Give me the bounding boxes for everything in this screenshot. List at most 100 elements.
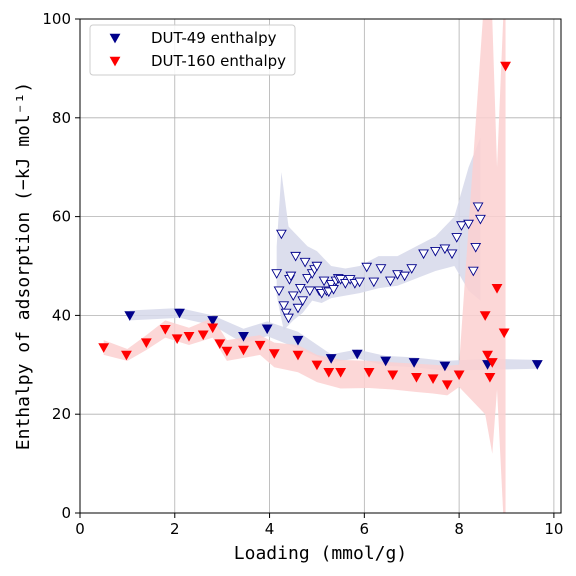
data-point	[238, 331, 249, 342]
data-point	[124, 311, 136, 321]
data-point	[363, 368, 375, 378]
data-point	[311, 360, 323, 371]
data-point	[531, 360, 543, 370]
x-tick-label: 4	[265, 520, 275, 538]
data-point	[427, 374, 439, 385]
data-point	[500, 61, 511, 72]
legend-marker	[109, 56, 121, 67]
data-point	[221, 346, 233, 357]
y-tick-label: 100	[42, 10, 71, 28]
data-point	[292, 303, 304, 314]
data-point	[285, 271, 297, 282]
data-point	[368, 277, 380, 288]
confidence-band	[103, 19, 506, 513]
y-tick-label: 0	[61, 504, 71, 522]
data-point	[207, 316, 219, 326]
data-point	[174, 308, 185, 319]
data-point	[335, 368, 347, 378]
data-point	[183, 331, 195, 342]
y-tick-label: 80	[52, 109, 71, 127]
data-point	[484, 372, 496, 383]
data-point	[140, 338, 152, 348]
data-point	[380, 356, 392, 367]
data-point	[486, 358, 498, 368]
data-point	[297, 296, 309, 306]
confidence-band	[129, 307, 538, 371]
data-point	[441, 380, 453, 390]
legend-label: DUT-160 enthalpy	[151, 52, 286, 70]
y-tick-label: 60	[52, 208, 71, 226]
data-point	[268, 349, 280, 359]
data-point	[287, 291, 299, 302]
data-point	[479, 311, 491, 321]
data-point	[439, 244, 451, 255]
x-tick-label: 8	[454, 520, 464, 538]
data-point	[261, 324, 273, 335]
data-point	[470, 243, 482, 253]
data-point	[491, 284, 503, 294]
data-point	[339, 279, 351, 289]
data-point	[275, 229, 287, 240]
x-tick-label: 2	[170, 520, 180, 538]
data-point	[429, 246, 441, 257]
data-point	[302, 274, 313, 284]
x-tick-label: 6	[360, 520, 370, 538]
y-tick-label: 20	[52, 405, 71, 423]
data-point	[197, 330, 209, 341]
data-point	[498, 328, 510, 339]
data-point	[475, 214, 486, 225]
y-axis-label: Enthalpy of adsorption (−kJ mol⁻¹)	[13, 82, 34, 450]
data-point	[159, 325, 171, 335]
data-point	[121, 350, 132, 361]
data-point	[278, 301, 290, 311]
confidence-band	[276, 137, 481, 331]
y-tick-label: 40	[52, 306, 71, 324]
data-point	[467, 266, 479, 277]
legend-marker	[109, 33, 121, 44]
data-point	[439, 361, 451, 372]
data-point	[351, 349, 363, 360]
data-point	[214, 339, 226, 349]
confidence-bands	[103, 19, 538, 513]
data-point	[325, 354, 337, 364]
data-point	[453, 370, 465, 381]
data-point	[292, 335, 304, 346]
data-point	[304, 286, 316, 297]
data-point	[98, 343, 110, 353]
data-markers	[98, 61, 543, 390]
data-point	[482, 350, 493, 361]
data-point	[323, 368, 335, 378]
data-point	[271, 269, 283, 279]
data-point	[325, 280, 337, 290]
data-point	[375, 264, 387, 274]
data-point	[171, 334, 183, 345]
x-tick-label: 10	[544, 520, 563, 538]
data-point	[451, 233, 463, 243]
data-point	[408, 358, 420, 368]
data-point	[292, 350, 304, 361]
data-point	[463, 219, 475, 230]
data-point	[283, 313, 294, 324]
data-point	[472, 202, 484, 213]
legend: DUT-49 enthalpy DUT-160 enthalpy	[89, 24, 296, 76]
legend-box	[89, 24, 296, 76]
data-point	[354, 277, 366, 288]
plot-frame	[79, 18, 562, 514]
data-point	[294, 284, 306, 294]
data-point	[387, 370, 399, 381]
data-point	[299, 257, 311, 268]
data-point	[418, 249, 429, 260]
data-point	[311, 261, 323, 272]
data-point	[254, 340, 266, 351]
data-point	[238, 345, 249, 356]
data-point	[446, 249, 458, 260]
data-point	[361, 262, 373, 273]
data-point	[384, 276, 396, 287]
x-axis-label: Loading (mmol/g)	[234, 543, 407, 564]
data-point	[273, 286, 285, 297]
data-point	[399, 271, 411, 282]
data-point	[411, 372, 422, 383]
data-point	[456, 221, 467, 231]
